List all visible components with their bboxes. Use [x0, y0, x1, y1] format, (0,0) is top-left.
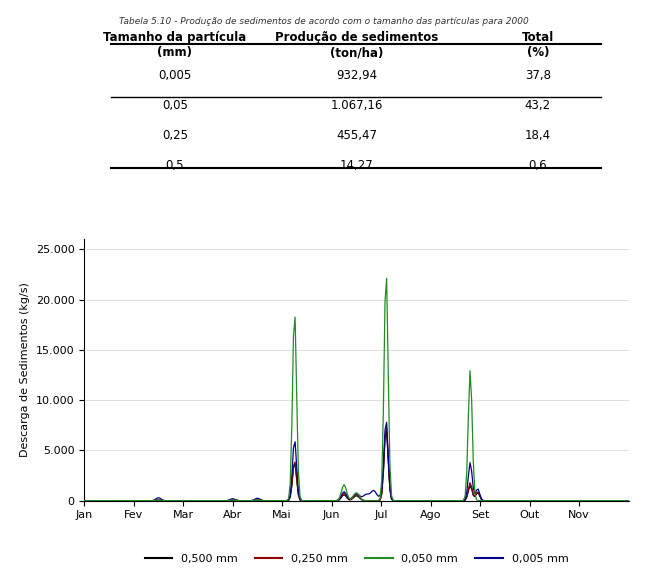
Text: Tabela 5.10 - Produção de sedimentos de acordo com o tamanho das partículas para: Tabela 5.10 - Produção de sedimentos de … — [119, 17, 529, 26]
Legend: 0,500 mm, 0,250 mm, 0,050 mm, 0,005 mm: 0,500 mm, 0,250 mm, 0,050 mm, 0,005 mm — [140, 550, 573, 568]
Y-axis label: Descarga de Sedimentos (kg/s): Descarga de Sedimentos (kg/s) — [20, 283, 30, 457]
